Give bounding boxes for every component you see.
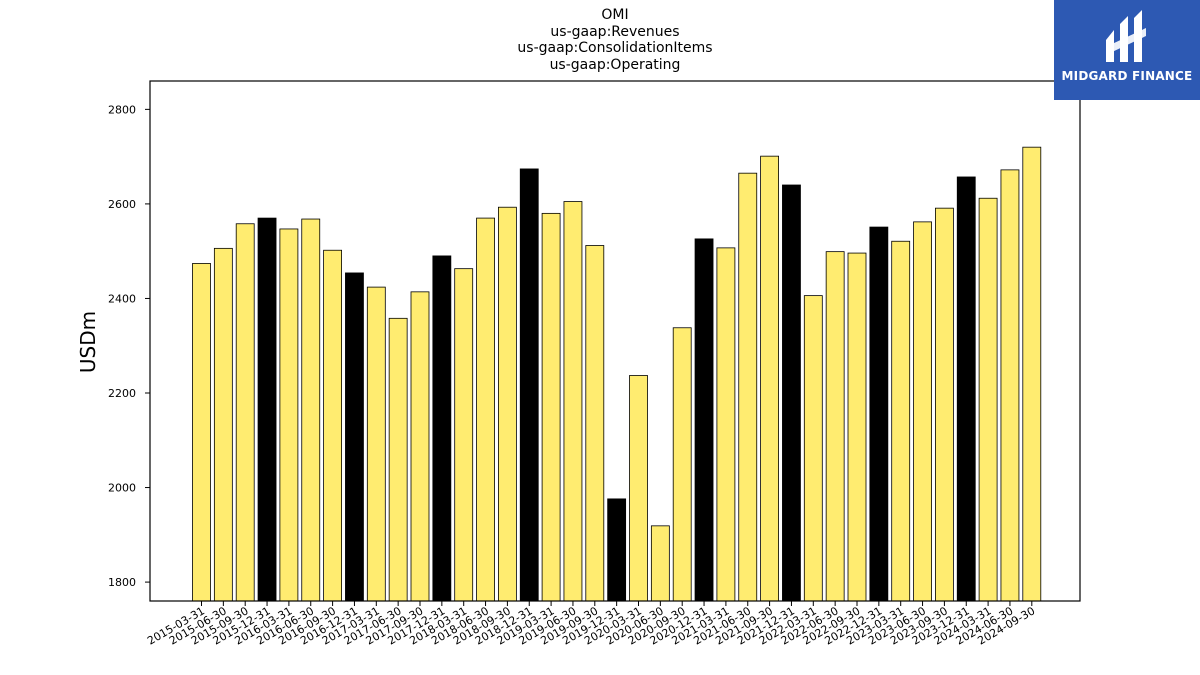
bar-2015-12-31 bbox=[257, 217, 277, 602]
bar-2019-09-30 bbox=[585, 245, 605, 602]
bar-2022-09-30 bbox=[847, 252, 867, 602]
bar-2015-03-31 bbox=[192, 263, 211, 602]
bar-2023-03-31 bbox=[891, 240, 911, 602]
bar-2024-06-30 bbox=[1000, 169, 1020, 602]
bar-2018-09-30 bbox=[497, 206, 517, 602]
bar-2023-09-30 bbox=[935, 207, 954, 602]
bar-2022-03-31 bbox=[803, 295, 823, 602]
bar-2016-12-31 bbox=[345, 272, 364, 602]
bar-2024-09-30 bbox=[1022, 146, 1042, 602]
bar-2017-09-30 bbox=[410, 291, 430, 602]
bar-2016-06-30 bbox=[301, 218, 321, 602]
bar-2024-03-31 bbox=[978, 197, 998, 602]
y-tick-label: 2000 bbox=[108, 482, 136, 495]
y-tick-label: 2200 bbox=[108, 387, 136, 400]
bar-2017-03-31 bbox=[366, 286, 386, 602]
x-axis: 2015-03-312015-06-302015-09-302015-12-31… bbox=[145, 601, 1037, 648]
title-line-3: us-gaap:ConsolidationItems bbox=[517, 40, 713, 56]
bar-2017-12-31 bbox=[432, 255, 452, 602]
bar-2020-06-30 bbox=[650, 525, 670, 602]
y-axis-label: USDm bbox=[76, 310, 100, 374]
title-line-2: us-gaap:Revenues bbox=[550, 23, 680, 40]
y-tick-label: 2800 bbox=[108, 103, 136, 116]
y-tick-label: 2600 bbox=[108, 198, 136, 211]
bar-2021-12-31 bbox=[782, 184, 801, 602]
bar-2018-06-30 bbox=[476, 217, 495, 602]
bar-2016-03-31 bbox=[279, 228, 299, 602]
y-tick-label: 1800 bbox=[108, 576, 136, 589]
bar-2019-03-31 bbox=[541, 212, 561, 602]
title-line-1: OMI bbox=[601, 7, 629, 23]
bar-2023-06-30 bbox=[913, 221, 932, 602]
bar-2022-12-31 bbox=[869, 226, 889, 602]
bar-2016-09-30 bbox=[323, 249, 343, 602]
y-axis: 1800 2000 2200 2400 2600 2800 bbox=[108, 103, 150, 589]
bar-2022-06-30 bbox=[825, 251, 845, 602]
y-tick-label: 2400 bbox=[108, 292, 136, 305]
bars-group bbox=[192, 146, 1042, 602]
bar-2015-06-30 bbox=[213, 247, 233, 602]
midgard-logo-icon bbox=[1106, 10, 1146, 62]
bar-2015-09-30 bbox=[235, 223, 255, 602]
plot-frame bbox=[149, 80, 1081, 602]
bar-2021-03-31 bbox=[716, 247, 736, 602]
midgard-finance-logo: MIDGARD FINANCE bbox=[1054, 0, 1200, 100]
bar-2020-12-31 bbox=[694, 238, 714, 602]
bar-2020-09-30 bbox=[672, 327, 692, 602]
bar-2020-03-31 bbox=[629, 375, 648, 602]
bar-2019-12-31 bbox=[607, 498, 627, 602]
bar-2021-06-30 bbox=[738, 172, 758, 602]
bar-2023-12-31 bbox=[956, 176, 976, 602]
bar-2018-12-31 bbox=[519, 168, 539, 602]
title-line-4: us-gaap:Operating bbox=[549, 56, 681, 73]
bar-2017-06-30 bbox=[388, 317, 408, 602]
logo-text: MIDGARD FINANCE bbox=[1061, 69, 1193, 83]
bar-2019-06-30 bbox=[563, 201, 583, 602]
chart-title: OMI us-gaap:Revenues us-gaap:Consolidati… bbox=[150, 7, 1080, 73]
bar-2021-09-30 bbox=[760, 155, 779, 602]
bar-2018-03-31 bbox=[454, 268, 474, 602]
